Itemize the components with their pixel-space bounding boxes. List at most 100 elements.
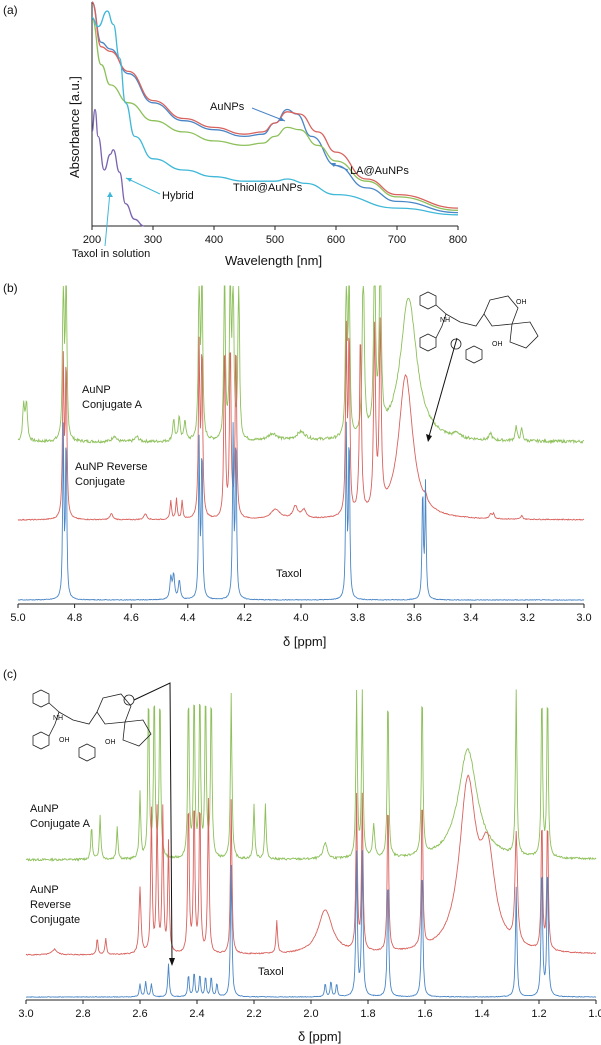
- panel-a-label: (a): [3, 3, 18, 17]
- label-b-taxol: Taxol: [276, 568, 302, 580]
- b-ticks-tick-label-6: 3.8: [350, 612, 365, 624]
- panel-c-label: (c): [3, 667, 17, 681]
- b-lines-aunp-reverse-conjugate: [17, 317, 585, 521]
- taxol-structure-b: NH OH OH: [419, 291, 539, 364]
- b-lines-aunp-conjugate-a: [17, 285, 585, 445]
- b-ticks-tick-label-8: 3.4: [463, 612, 478, 624]
- c-ticks-tick-label-5: 2.0: [303, 1008, 318, 1020]
- label-b-reverse: AuNP Reverse Conjugate: [75, 461, 148, 488]
- taxol-c-arrowhead: [169, 958, 175, 966]
- mol-c-ester: [58, 711, 98, 725]
- label-c-conjugate-a: AuNP Conjugate A: [30, 803, 91, 830]
- panel-c-xlabel: δ [ppm]: [298, 1029, 341, 1044]
- c-ticks-tick-label-6: 1.8: [360, 1008, 375, 1020]
- panel-c: (c) δ [ppm] 3.0 2.8 2.6 2.4 2.2 2.0 1.8 1.6 1.4 1…: [3, 667, 601, 1044]
- annot-aunps-arrow: [251, 107, 286, 122]
- annot-taxol-arrowhead: [107, 192, 113, 197]
- mol-b-core1: [483, 295, 519, 327]
- mol-b-ester: [445, 313, 485, 327]
- mol-b-core2: [509, 321, 539, 349]
- annot-aunps-arrowhead: [279, 117, 285, 121]
- annot-aunps: AuNPs: [210, 101, 245, 113]
- taxol-c-arrow: [133, 682, 173, 963]
- b-ticks-tick-label-10: 3.0: [576, 612, 591, 624]
- mol-c-core1: [96, 693, 132, 725]
- c-ticks-tick-label-10: 1.0: [588, 1008, 601, 1020]
- c-lines-taxol: [25, 850, 597, 998]
- c-ticks-tick-label-3: 2.4: [189, 1008, 204, 1020]
- mol-b-oh2: OH: [516, 299, 527, 306]
- c-ticks-tick-label-7: 1.6: [417, 1008, 432, 1020]
- mol-c-nh: NH: [53, 715, 63, 722]
- b-lines-taxol: [17, 421, 585, 601]
- label-b-reverse-l1: AuNP Reverse: [75, 461, 148, 473]
- c-lines-aunp-reverse-conjugate: [25, 774, 597, 956]
- a-xtick-label-1: 300: [144, 234, 162, 246]
- mol-b-ring2: [419, 333, 437, 352]
- c-lines-aunp-conjugate-a: [25, 689, 597, 863]
- a-series-aunps: [91, 1, 459, 214]
- c-ticks-tick-label-2: 2.6: [132, 1008, 147, 1020]
- b-ticks-tick-label-1: 4.8: [67, 612, 82, 624]
- mol-c-oh3: OH: [105, 739, 116, 746]
- a-xtick-label-2: 400: [205, 234, 223, 246]
- c-ticks-tick-label-8: 1.4: [474, 1008, 489, 1020]
- label-c-conjugate-a-l1: AuNP: [30, 803, 59, 815]
- label-b-conjugate-a-l1: AuNP: [82, 384, 111, 396]
- b-ticks-tick-label-9: 3.2: [520, 612, 535, 624]
- c-ticks-tick-label-1: 2.8: [75, 1008, 90, 1020]
- a-series-hybrid: [91, 10, 459, 216]
- c-ticks-tick-label-0: 3.0: [18, 1008, 33, 1020]
- label-c-taxol: Taxol: [258, 966, 284, 978]
- b-ticks-tick-label-5: 4.0: [293, 612, 308, 624]
- panel-b-label: (b): [3, 281, 18, 295]
- label-c-reverse-l3: Conjugate: [30, 914, 80, 926]
- label-c-reverse: AuNP Reverse Conjugate: [30, 884, 80, 926]
- label-b-conjugate-a: AuNP Conjugate A: [82, 384, 143, 411]
- annot-taxol: Taxol in solution: [72, 248, 150, 260]
- panel-a-xlabel: Wavelength [nm]: [225, 253, 322, 268]
- mol-b-ring1: [419, 291, 437, 310]
- mol-c-ring3: [78, 743, 96, 762]
- taxol-b-arrowhead: [426, 434, 432, 442]
- b-ticks-tick-label-3: 4.4: [180, 612, 195, 624]
- a-xtick-label-5: 700: [388, 234, 406, 246]
- a-series-la-aunps: [91, 1, 459, 209]
- panel-a-series: [91, 1, 459, 227]
- label-b-conjugate-a-l2: Conjugate A: [82, 399, 143, 411]
- annot-thiol: Thiol@AuNPs: [233, 182, 303, 194]
- mol-c-ring1: [32, 689, 50, 708]
- a-xtick-label-3: 500: [266, 234, 284, 246]
- mol-b-chain: [435, 304, 447, 339]
- annot-hybrid-arrow: [125, 177, 161, 195]
- panel-a-ticks: 200 300 400 500 600 700 800: [83, 226, 467, 246]
- label-c-conjugate-a-l2: Conjugate A: [30, 818, 91, 830]
- a-series-thiol-aunps: [91, 17, 459, 211]
- a-series-taxol-in-solution: [91, 108, 144, 227]
- mol-c-ring2: [32, 731, 50, 750]
- b-ticks-tick-label-2: 4.6: [124, 612, 139, 624]
- annot-la-aunps: LA@AuNPs: [350, 165, 409, 177]
- mol-b-oh3: OH: [492, 341, 503, 348]
- panel-a: (a) Absorbance [a.u.] Wavelength [nm] 20…: [3, 1, 467, 268]
- c-ticks-tick-label-9: 1.2: [531, 1008, 546, 1020]
- mol-c-core2: [122, 719, 152, 747]
- annot-hybrid-arrowhead: [126, 178, 132, 182]
- b-ticks-tick-label-4: 4.2: [237, 612, 252, 624]
- label-c-reverse-l2: Reverse: [30, 899, 71, 911]
- b-ticks-tick-label-7: 3.6: [407, 612, 422, 624]
- mol-b-oh: [450, 338, 462, 350]
- mol-c-oh: OH: [59, 737, 70, 744]
- a-xtick-label-0: 200: [83, 234, 101, 246]
- mol-b-ring3: [465, 345, 483, 364]
- annot-taxol-arrow: [104, 191, 111, 247]
- taxol-b-arrow: [427, 337, 458, 441]
- panel-c-ticks: 3.0 2.8 2.6 2.4 2.2 2.0 1.8 1.6 1.4 1.2 1.0: [18, 1000, 601, 1020]
- panel-b-series: [17, 285, 585, 601]
- panel-a-ylabel: Absorbance [a.u.]: [67, 76, 82, 178]
- a-xtick-label-4: 600: [327, 234, 345, 246]
- panel-b-xlabel: δ [ppm]: [283, 634, 326, 649]
- annot-hybrid: Hybrid: [162, 190, 194, 202]
- b-ticks-tick-label-0: 5.0: [10, 612, 25, 624]
- panel-c-series: [25, 689, 597, 998]
